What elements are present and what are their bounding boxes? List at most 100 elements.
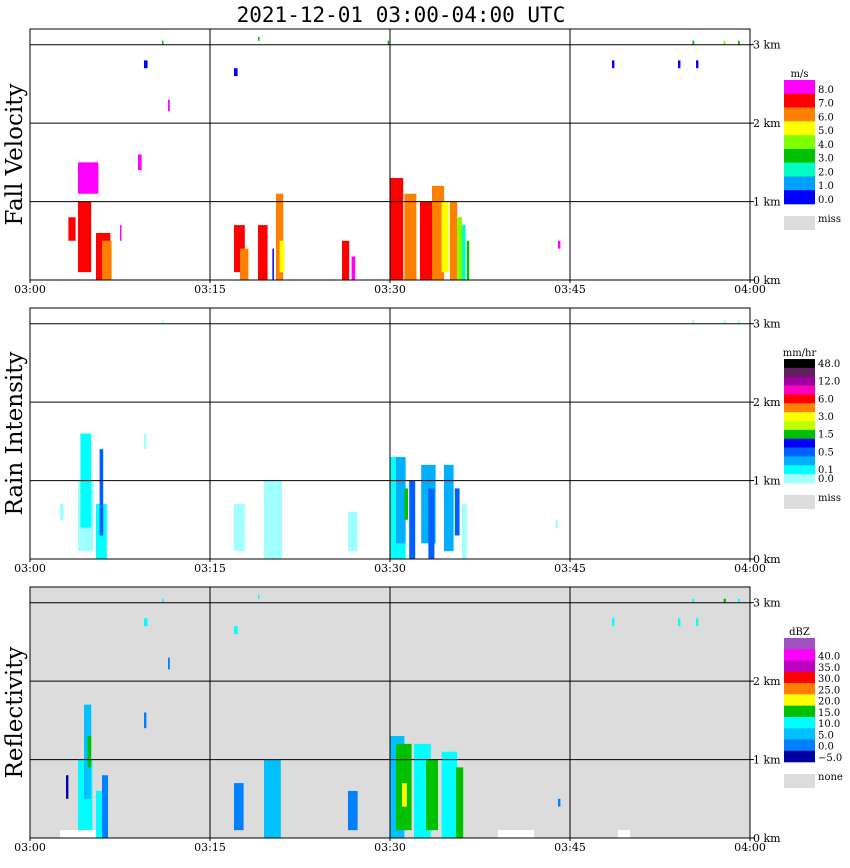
rain-intensity-cell (454, 488, 460, 536)
reflectivity-cell (60, 830, 96, 838)
fall-velocity-colorbar-label: 4.0 (818, 140, 834, 151)
reflectivity-cell (696, 618, 699, 627)
fall-velocity-colorbar-swatch (784, 190, 815, 205)
reflectivity-cell (426, 759, 438, 831)
rain-intensity-colorbar-swatch (784, 359, 815, 369)
fall-velocity-colorbar-swatch (784, 121, 815, 136)
fall-velocity-cell (78, 201, 92, 273)
fall-velocity-ytick-label: 0 km (753, 274, 781, 287)
fall-velocity-colorbar-label: 8.0 (818, 85, 834, 96)
fall-velocity-cell (420, 201, 436, 280)
fall-velocity-cell (558, 240, 561, 249)
fall-velocity-cell (404, 193, 417, 280)
fall-velocity-cell (387, 40, 390, 45)
fall-velocity-colorbar-label: 1.0 (818, 181, 834, 192)
reflectivity-cell (144, 618, 148, 627)
reflectivity-colorbar-label: 5.0 (818, 730, 834, 741)
rain-intensity-xtick-label: 04:00 (734, 562, 766, 575)
rain-intensity-colorbar-label: 12.0 (818, 377, 840, 388)
fall-velocity-cell (738, 40, 740, 45)
reflectivity-cell (264, 759, 281, 838)
reflectivity-cell (692, 598, 695, 603)
reflectivity-cell (441, 751, 458, 838)
reflectivity-ytick-label: 1 km (753, 754, 781, 767)
rain-intensity-ylabel: Rain Intensity (2, 351, 28, 515)
rain-intensity-xtick-label: 03:15 (194, 562, 226, 575)
reflectivity-cell (144, 712, 147, 729)
fall-velocity-cell (120, 225, 122, 241)
reflectivity-cell (498, 830, 534, 838)
fall-velocity-colorbar-unit: m/s (791, 69, 809, 80)
reflectivity-colorbar-label: 40.0 (818, 652, 840, 663)
rain-intensity-cell (144, 433, 147, 450)
fall-velocity-cell (240, 248, 249, 280)
reflectivity-colorbar-swatch (784, 728, 815, 740)
fall-velocity-colorbar-swatch (784, 135, 815, 150)
rain-intensity-colorbar-label: 48.0 (818, 359, 840, 370)
reflectivity-colorbar-swatch (784, 705, 815, 718)
rain-intensity-ytick-label: 0 km (753, 553, 781, 566)
rain-intensity-colorbar-swatch (784, 465, 815, 475)
chart-title: 2021-12-01 03:00-04:00 UTC (237, 3, 566, 27)
reflectivity-panel: 03:00 03:15 03:30 03:45 04:000 km 1 km 2 km 3 k… (2, 586, 843, 854)
rain-intensity-colorbar-swatch (784, 421, 815, 431)
rain-intensity-colorbar-swatch (784, 403, 815, 413)
rain-intensity-cell (409, 480, 416, 559)
reflectivity-colorbar-swatch (784, 683, 815, 695)
fall-velocity-cell (234, 225, 245, 273)
reflectivity-cell (348, 790, 358, 831)
rain-intensity-colorbar-miss-swatch (784, 495, 815, 509)
fall-velocity-ytick-label: 2 km (753, 117, 781, 130)
rain-intensity-cell (162, 319, 164, 324)
reflectivity-ytick-label: 0 km (753, 832, 781, 845)
reflectivity-cell (66, 775, 69, 799)
reflectivity-colorbar-swatch (784, 649, 815, 661)
rain-intensity-xtick-label: 03:00 (14, 562, 46, 575)
fall-velocity-cell (102, 240, 112, 280)
reflectivity-xtick-label: 03:00 (14, 841, 46, 854)
reflectivity-ytick-label: 2 km (753, 675, 781, 688)
reflectivity-colorbar-label: 25.0 (818, 685, 840, 696)
fall-velocity-panel: 03:00 03:15 03:30 03:45 04:000 km 1 km 2 km 3 k… (2, 28, 841, 296)
fall-velocity-xtick-label: 03:30 (374, 283, 406, 296)
fall-velocity-colorbar-label: 2.0 (818, 167, 834, 178)
rain-intensity-xtick-label: 03:30 (374, 562, 406, 575)
fall-velocity-colorbar-label: 5.0 (818, 126, 834, 137)
rain-intensity-cell (555, 519, 558, 528)
reflectivity-colorbar-label: 10.0 (818, 719, 840, 730)
fall-velocity-colorbar-label: 3.0 (818, 154, 834, 165)
reflectivity-cell (723, 598, 726, 603)
reflectivity-cell (258, 594, 260, 599)
reflectivity-colorbar-swatch (784, 716, 815, 729)
rain-intensity-colorbar-swatch (784, 447, 815, 457)
fall-velocity-cell (432, 185, 444, 280)
rain-intensity-ytick-label: 2 km (753, 396, 781, 409)
reflectivity-ytick-label: 3 km (753, 597, 781, 610)
rain-intensity-colorbar-swatch (784, 367, 815, 378)
fall-velocity-colorbar-swatch (784, 176, 815, 191)
reflectivity-colorbar-unit: dBZ (789, 627, 810, 638)
reflectivity-colorbar-label: 35.0 (818, 663, 840, 674)
reflectivity-cell (456, 767, 464, 838)
reflectivity-colorbar-swatch (784, 694, 815, 706)
fall-velocity-ytick-label: 1 km (753, 196, 781, 209)
reflectivity-cell (678, 618, 681, 627)
fall-velocity-colorbar-swatch (784, 162, 815, 177)
reflectivity-cell (162, 598, 164, 603)
rain-intensity-colorbar-swatch (784, 456, 815, 466)
fall-velocity-cell (138, 154, 142, 171)
fall-velocity-colorbar-label: 6.0 (818, 112, 834, 123)
reflectivity-ylabel: Reflectivity (2, 647, 28, 779)
fall-velocity-cell (258, 225, 268, 280)
reflectivity-xtick-label: 03:30 (374, 841, 406, 854)
fall-velocity-colorbar-miss-swatch (784, 216, 815, 230)
reflectivity-colorbar-label: 20.0 (818, 697, 840, 708)
fall-velocity-colorbar-swatch (784, 148, 815, 163)
rain-intensity-colorbar-label: 3.0 (818, 412, 834, 423)
reflectivity-cell (738, 598, 740, 603)
fall-velocity-cell (276, 193, 284, 280)
reflectivity-colorbar-swatch (784, 638, 815, 650)
panels: 03:00 03:15 03:30 03:45 04:000 km1 km2 km3 k… (2, 28, 843, 854)
reflectivity-cell (558, 798, 561, 807)
reflectivity-cell (234, 626, 238, 635)
